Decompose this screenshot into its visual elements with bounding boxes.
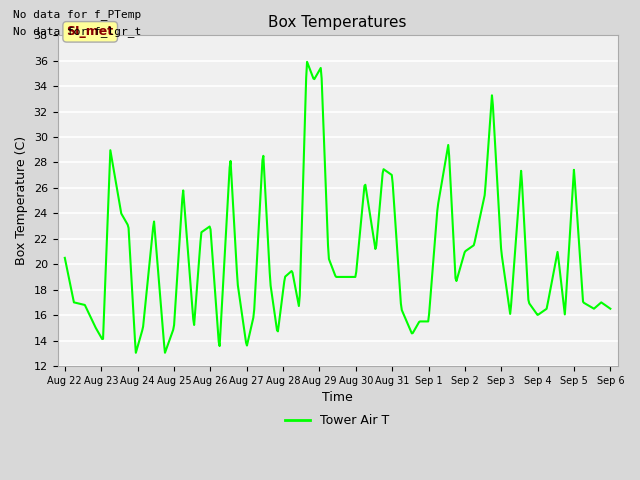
Y-axis label: Box Temperature (C): Box Temperature (C) bbox=[15, 136, 28, 265]
Text: SI_met: SI_met bbox=[67, 25, 114, 38]
Text: No data for f_PTemp: No data for f_PTemp bbox=[13, 9, 141, 20]
X-axis label: Time: Time bbox=[322, 391, 353, 404]
Title: Box Temperatures: Box Temperatures bbox=[268, 15, 407, 30]
Text: No data for f_lgr_t: No data for f_lgr_t bbox=[13, 25, 141, 36]
Legend: Tower Air T: Tower Air T bbox=[280, 409, 395, 432]
